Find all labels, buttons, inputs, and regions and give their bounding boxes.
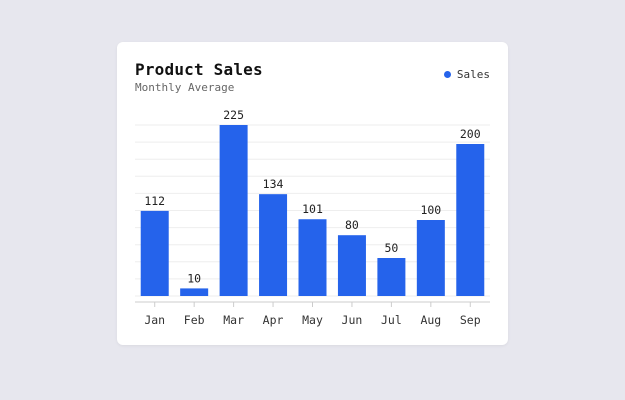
chart-subtitle: Monthly Average (135, 81, 235, 94)
x-tick-label-feb: Feb (184, 313, 205, 327)
bar-apr[interactable] (259, 194, 288, 296)
data-label-may: 101 (302, 202, 323, 216)
bar-chart-plot: 112 10 225 134 101 80 50 100 200 Jan Feb Mar Apr May J… (135, 108, 490, 327)
bar-may[interactable] (298, 219, 327, 296)
data-label-aug: 100 (420, 203, 441, 217)
bar-jul[interactable] (377, 258, 406, 296)
data-label-feb: 10 (187, 271, 201, 285)
x-tick-label-jul: Jul (381, 313, 402, 327)
data-label-jan: 112 (144, 194, 165, 208)
data-label-mar: 225 (223, 108, 244, 122)
x-tick-label-aug: Aug (420, 313, 441, 327)
bar-feb[interactable] (180, 288, 209, 296)
bar-jun[interactable] (337, 235, 366, 296)
x-tick-label-sep: Sep (460, 313, 481, 327)
data-label-sep: 200 (460, 127, 481, 141)
chart-card: Product Sales Monthly Average Sales 112 1… (117, 42, 508, 345)
data-label-apr: 134 (263, 177, 284, 191)
chart-legend: Sales (443, 68, 490, 81)
data-label-jun: 80 (345, 218, 359, 232)
bar-aug[interactable] (416, 220, 445, 296)
x-tick-label-may: May (302, 313, 323, 327)
legend-marker-icon (443, 71, 451, 78)
legend-label: Sales (456, 68, 490, 81)
data-label-jul: 50 (384, 241, 398, 255)
bar-sep[interactable] (456, 144, 485, 296)
bar-jan[interactable] (140, 210, 169, 296)
chart-title: Product Sales (135, 60, 263, 79)
x-tick-label-apr: Apr (263, 313, 284, 327)
bar-mar[interactable] (219, 125, 248, 296)
x-tick-label-mar: Mar (223, 313, 244, 327)
x-tick-label-jun: Jun (342, 313, 363, 327)
x-tick-label-jan: Jan (144, 313, 165, 327)
